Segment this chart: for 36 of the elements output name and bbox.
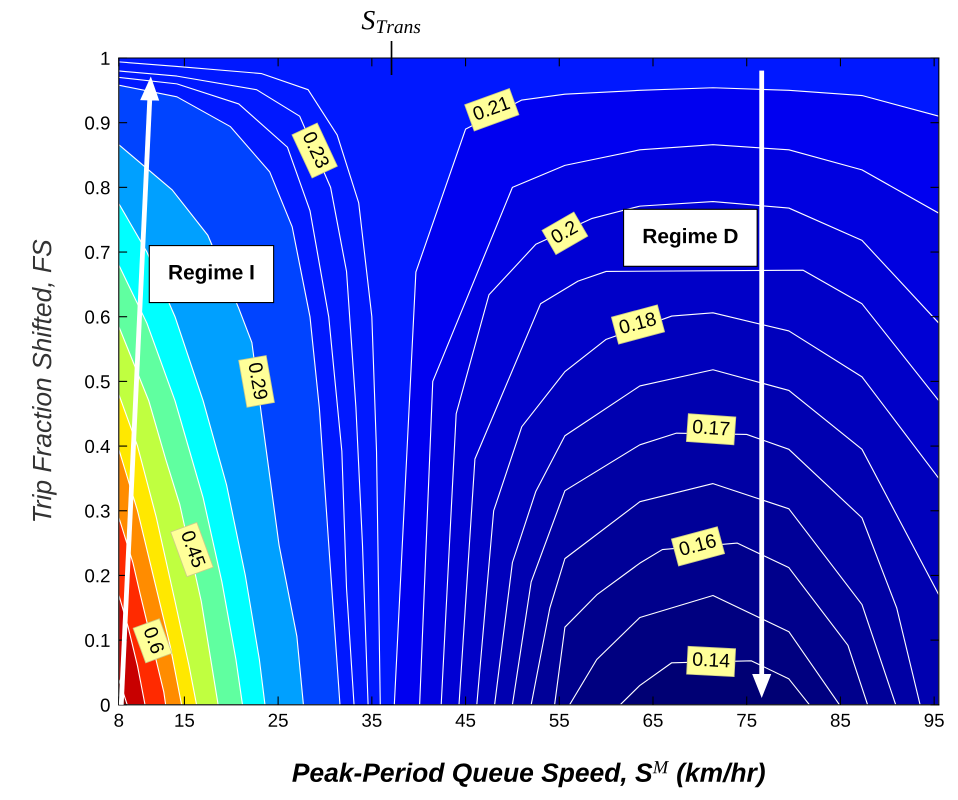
annotation: 0.17 (692, 419, 730, 436)
x-tick-label: 95 (924, 714, 944, 727)
x-tick-label: 35 (362, 714, 382, 727)
y-tick-label: 0.9 (85, 116, 110, 130)
y-tick-label: 0 (100, 698, 110, 712)
y-tick-label: 0.2 (85, 569, 110, 582)
annotation: 0.23 (302, 130, 330, 170)
y-tick-label: 0.5 (85, 375, 110, 388)
y-tick-label: 0.8 (85, 181, 110, 194)
y-tick-label: 0.6 (85, 310, 110, 324)
annotation: 0.16 (678, 533, 717, 556)
x-tick-label: 8 (114, 714, 124, 727)
x-tick-label: 45 (456, 714, 476, 727)
ref-line-label: S$_{Trans}$ (362, 10, 420, 34)
annotation: 0.2 (550, 220, 578, 244)
annotation: 0.14 (692, 652, 730, 668)
y-tick-label: 0.4 (85, 440, 110, 454)
x-tick-label: 85 (830, 714, 850, 727)
annotation: 0.29 (248, 362, 268, 400)
y-tick-label: 0.7 (85, 246, 110, 260)
x-tick-label: 75 (737, 714, 756, 727)
x-tick-label: 25 (268, 714, 288, 727)
annotation: Regime I (169, 264, 254, 284)
y-tick-label: 1 (101, 52, 110, 65)
annotation: 0.6 (143, 626, 165, 654)
x-tick-label: 55 (550, 714, 569, 727)
annotation: 0.21 (472, 96, 510, 121)
x-tick-label: 65 (644, 714, 663, 727)
annotation: 0.45 (180, 530, 206, 568)
x-axis-title: Peak-Period Queue Speed, S$^{M}$ (km/hr) (292, 761, 765, 788)
annotation: Regime D (644, 228, 738, 248)
y-axis-title: Trip Fraction Shifted, FS (32, 240, 57, 522)
y-tick-label: 0.1 (85, 634, 110, 648)
y-tick-label: 0.3 (85, 504, 110, 518)
x-tick-label: 15 (175, 714, 194, 727)
annotation: 0.18 (618, 312, 657, 334)
